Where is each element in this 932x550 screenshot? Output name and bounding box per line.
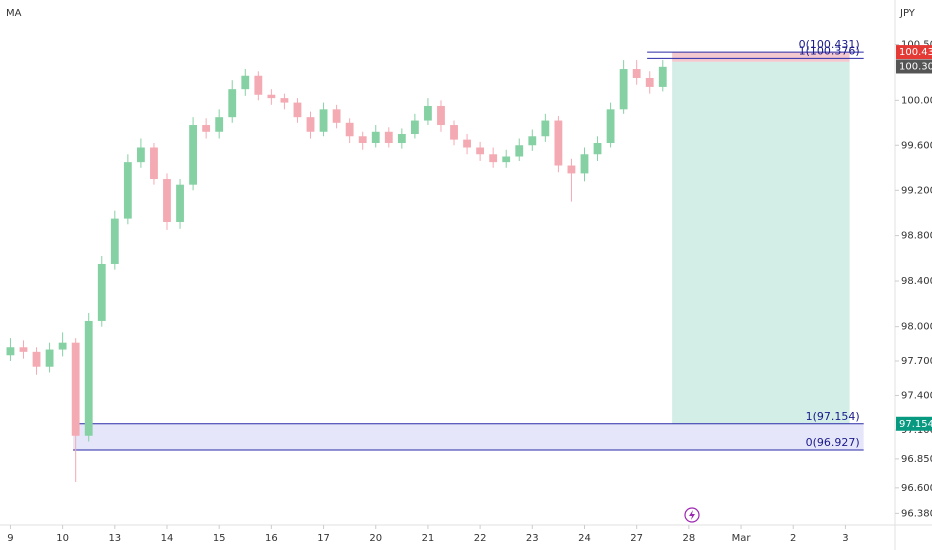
candle-body xyxy=(19,347,28,352)
x-tick-label: 2 xyxy=(790,533,796,544)
candle-body xyxy=(71,342,80,436)
candle-body xyxy=(32,351,41,367)
fib-label: 1(97.154) xyxy=(806,410,860,423)
candle-body xyxy=(515,145,524,157)
candle-body xyxy=(619,69,628,110)
candle-body xyxy=(645,77,654,87)
candle-body xyxy=(528,136,537,146)
y-tick-label: 100.000 xyxy=(901,95,932,106)
candle-body xyxy=(241,75,250,90)
candle-body xyxy=(358,136,367,144)
x-tick-label: 15 xyxy=(213,533,226,544)
candle-body xyxy=(580,154,589,174)
candle-body xyxy=(541,120,550,137)
candle-body xyxy=(476,147,485,155)
x-tick-label: 10 xyxy=(56,533,69,544)
candle-body xyxy=(123,162,132,219)
price-tag xyxy=(896,45,932,60)
price-tag xyxy=(896,416,932,431)
candle-body xyxy=(319,109,328,132)
x-tick-label: 9 xyxy=(7,533,13,544)
x-tick-label: 3 xyxy=(842,533,848,544)
candle-body xyxy=(58,342,67,350)
candle-body xyxy=(97,263,106,321)
x-tick-label: Mar xyxy=(732,533,752,544)
candle-body xyxy=(110,218,119,264)
candle-body xyxy=(593,143,602,155)
candle-body xyxy=(463,139,471,148)
candle-body xyxy=(280,98,289,103)
fib-label: 1(100.376) xyxy=(799,44,860,57)
candle-body xyxy=(424,105,432,121)
candle-body xyxy=(84,320,93,436)
x-tick-label: 13 xyxy=(108,533,121,544)
y-tick-label: 97.400 xyxy=(901,390,932,401)
price-tag-label: 100.303 xyxy=(899,61,932,72)
candle-body xyxy=(554,120,563,166)
x-tick-label: 16 xyxy=(265,533,278,544)
price-tag-label: 97.154 xyxy=(899,419,932,430)
candle-body xyxy=(450,125,458,140)
candle-body xyxy=(254,75,263,95)
stop-zone xyxy=(672,52,850,62)
price-tag-label: 100.432 xyxy=(899,47,932,58)
candle-body xyxy=(306,117,315,132)
candle-body xyxy=(163,179,171,222)
x-tick-label: 23 xyxy=(526,533,539,544)
x-tick-label: 28 xyxy=(682,533,695,544)
x-tick-label: 22 xyxy=(474,533,487,544)
x-tick-label: 20 xyxy=(369,533,382,544)
candle-body xyxy=(632,69,641,78)
candle-body xyxy=(267,94,276,99)
candle-body xyxy=(371,131,380,144)
candle-body xyxy=(489,154,498,163)
candle-body xyxy=(437,105,445,126)
event-icon xyxy=(684,507,700,523)
y-tick-label: 100.500 xyxy=(901,39,932,50)
x-tick-label: 24 xyxy=(578,533,591,544)
y-tick-label: 98.800 xyxy=(901,231,932,242)
candle-body xyxy=(606,109,615,144)
y-tick-label: 99.600 xyxy=(901,140,932,151)
candle-body xyxy=(189,125,198,185)
candle-body xyxy=(136,147,145,163)
candle-body xyxy=(502,156,511,163)
fib-label: 0(100.431) xyxy=(799,38,860,51)
candle-body xyxy=(397,134,406,144)
price-tag xyxy=(896,59,932,74)
candle-body xyxy=(150,147,158,180)
candle-body xyxy=(293,102,302,118)
candle-body xyxy=(567,165,576,174)
candle-body xyxy=(410,120,419,135)
target-zone xyxy=(672,61,850,424)
x-tick-label: 27 xyxy=(630,533,643,544)
x-tick-label: 21 xyxy=(422,533,435,544)
candle-body xyxy=(215,117,224,132)
fib-label: 0(96.927) xyxy=(806,436,860,449)
candle-body xyxy=(45,349,54,367)
y-tick-label: 96.850 xyxy=(901,454,932,465)
fib-zone xyxy=(73,423,864,450)
x-tick-label: 14 xyxy=(161,533,174,544)
currency-label: JPY xyxy=(899,8,916,19)
y-tick-label: 98.000 xyxy=(901,322,932,333)
candle-body xyxy=(176,184,184,222)
x-tick-label: 17 xyxy=(317,533,330,544)
y-tick-label: 97.700 xyxy=(901,356,932,367)
candle-body xyxy=(332,109,341,123)
y-tick-label: 96.380 xyxy=(901,508,932,519)
candle-body xyxy=(384,131,393,144)
y-tick-label: 98.400 xyxy=(901,276,932,287)
candle-body xyxy=(202,125,211,132)
candle-body xyxy=(658,66,667,87)
y-tick-label: 99.200 xyxy=(901,185,932,196)
candle-body xyxy=(228,89,237,118)
y-tick-label: 96.600 xyxy=(901,483,932,494)
indicator-label: MA xyxy=(6,8,22,19)
candle-body xyxy=(345,122,354,137)
candle-body xyxy=(6,347,15,356)
